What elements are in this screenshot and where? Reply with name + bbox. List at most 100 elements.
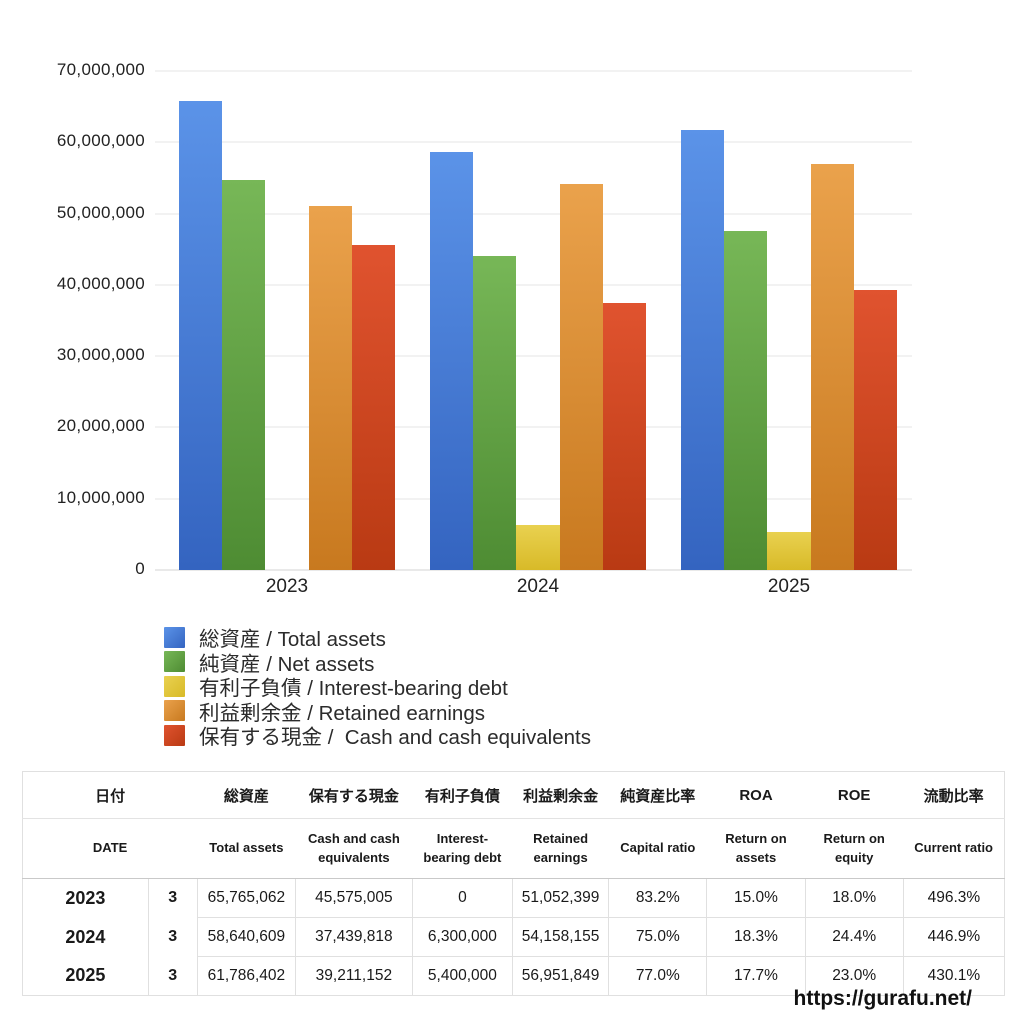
legend-swatch <box>164 724 185 746</box>
gridline <box>155 283 912 286</box>
table-header-cell-ja: 総資産 <box>197 771 296 819</box>
legend-label: 総資産 / Total assets <box>199 628 386 652</box>
legend-item: 純資産 / Net assets <box>164 650 591 676</box>
table-header-cell-en: Cash and cash equivalents <box>295 818 413 879</box>
value-cell: 17.7% <box>706 956 806 996</box>
value-cell: 6,300,000 <box>412 917 513 957</box>
gridline <box>155 141 912 144</box>
bar-total-assets <box>179 101 223 570</box>
table-header-row-ja: 日付 総資産 保有する現金 有利子負債 利益剰余金 純資産比率 ROA ROE 流動比率 <box>22 771 1005 819</box>
y-tick-label: 40,000,000 <box>56 273 145 293</box>
x-tick-label: 2023 <box>265 576 309 597</box>
month-cell: 3 <box>148 878 198 918</box>
y-tick-label: 10,000,000 <box>56 487 145 507</box>
month-cell: 3 <box>148 956 198 996</box>
value-cell: 15.0% <box>706 878 806 918</box>
y-tick-label: 70,000,000 <box>56 60 145 79</box>
table-header-cell-en: Current ratio <box>903 818 1005 879</box>
table-header-cell-en: DATE <box>22 818 198 879</box>
value-cell: 54,158,155 <box>512 917 610 957</box>
watermark-url: https://gurafu.net/ <box>793 987 972 1010</box>
value-cell: 430.1% <box>903 956 1005 996</box>
gridline <box>155 212 912 215</box>
table-header-cell-en: Return on assets <box>706 818 806 879</box>
table-header-cell-ja: 日付 <box>22 771 198 819</box>
table-row: 2025 3 61,786,402 39,211,152 5,400,000 56,951… <box>22 956 1005 996</box>
table-header-cell-en: Return on equity <box>805 818 904 879</box>
value-cell: 18.0% <box>805 878 904 918</box>
bar-net-assets <box>222 179 266 570</box>
bar-interest-bearing-debt <box>767 531 811 570</box>
legend-label: 利益剰余金 / Retained earnings <box>199 701 485 725</box>
bar-group-2024 <box>430 71 647 570</box>
bar-net-assets <box>473 256 517 570</box>
y-tick-label: 60,000,000 <box>56 131 145 151</box>
gridline <box>155 497 912 500</box>
table-body: 2023 3 65,765,062 45,575,005 0 51,052,399 83.2… <box>22 878 1005 996</box>
bar-interest-bearing-debt <box>516 525 560 570</box>
value-cell: 61,786,402 <box>197 956 296 996</box>
gridline <box>155 70 912 72</box>
bar-chart: 0 10,000,000 20,000,000 30,000,000 40,000,00… <box>0 60 1024 597</box>
table-header-cell-ja: 保有する現金 <box>295 771 413 819</box>
gridline <box>155 426 912 429</box>
financial-table-wrap: 日付 総資産 保有する現金 有利子負債 利益剰余金 純資産比率 ROA ROE 流動比率 DAT… <box>22 771 1005 996</box>
x-tick-label: 2025 <box>767 576 811 597</box>
y-tick-label: 20,000,000 <box>56 416 145 436</box>
y-tick-label: 0 <box>135 559 145 578</box>
value-cell: 58,640,609 <box>197 917 296 957</box>
legend-item: 保有する現金 / Cash and cash equivalents <box>164 723 591 749</box>
y-tick-label: 50,000,000 <box>56 202 145 222</box>
x-tick-label: 2024 <box>516 576 560 597</box>
table-row: 2024 3 58,640,609 37,439,818 6,300,000 54,158… <box>22 917 1005 957</box>
value-cell: 18.3% <box>706 917 806 957</box>
year-cell: 2023 <box>22 878 149 918</box>
bar-cash-and-cash-equivalents <box>853 290 898 570</box>
value-cell: 446.9% <box>903 917 1005 957</box>
value-cell: 75.0% <box>608 917 708 957</box>
value-cell: 496.3% <box>903 878 1005 918</box>
bar-retained-earnings <box>810 164 854 570</box>
y-tick-label: 30,000,000 <box>56 345 145 365</box>
value-cell: 77.0% <box>608 956 708 996</box>
value-cell: 37,439,818 <box>295 917 413 957</box>
bar-cash-and-cash-equivalents <box>351 245 396 570</box>
value-cell: 45,575,005 <box>295 878 413 918</box>
value-cell: 0 <box>412 878 513 918</box>
table-header-row-en: DATE Total assets Cash and cash equivalent… <box>22 818 1005 879</box>
year-cell: 2024 <box>22 917 149 957</box>
legend-item: 総資産 / Total assets <box>164 625 591 652</box>
legend-swatch <box>164 626 185 648</box>
table-header-cell-en: Total assets <box>197 818 296 879</box>
bar-retained-earnings <box>559 183 603 570</box>
legend-label: 純資産 / Net assets <box>199 652 375 676</box>
table-header-cell-ja: ROE <box>805 771 904 819</box>
value-cell: 39,211,152 <box>295 956 413 996</box>
value-cell: 5,400,000 <box>412 956 513 996</box>
table-header-cell-ja: ROA <box>706 771 806 819</box>
gridline <box>155 355 912 358</box>
table-header-cell-ja: 有利子負債 <box>412 771 513 819</box>
year-cell: 2025 <box>22 956 149 996</box>
value-cell: 51,052,399 <box>512 878 610 918</box>
value-cell: 65,765,062 <box>197 878 296 918</box>
table-header-cell-ja: 純資産比率 <box>608 771 707 819</box>
table-header-cell-ja: 利益剰余金 <box>512 771 609 819</box>
legend-item: 有利子負債 / Interest-bearing debt <box>164 674 591 701</box>
value-cell: 83.2% <box>608 878 708 918</box>
table-header-cell-ja: 流動比率 <box>903 771 1005 819</box>
plot-area: 2023 2024 2025 <box>155 70 912 597</box>
table-header-cell-en: Interest-bearing debt <box>412 818 513 879</box>
legend-item: 利益剰余金 / Retained earnings <box>164 699 591 725</box>
legend-swatch <box>164 651 185 673</box>
legend-swatch <box>164 700 185 722</box>
value-cell: 56,951,849 <box>512 956 610 996</box>
legend-label: 有利子負債 / Interest-bearing debt <box>199 677 508 701</box>
chart-legend: 総資産 / Total assets 純資産 / Net assets 有利子負債 … <box>164 625 591 749</box>
gridline <box>155 569 912 571</box>
bar-total-assets <box>681 129 725 570</box>
legend-swatch <box>164 675 185 697</box>
table-row: 2023 3 65,765,062 45,575,005 0 51,052,399 83.2… <box>22 878 1005 918</box>
table-header-cell-en: Retained earnings <box>512 818 609 879</box>
bar-group-2023 <box>179 71 396 570</box>
